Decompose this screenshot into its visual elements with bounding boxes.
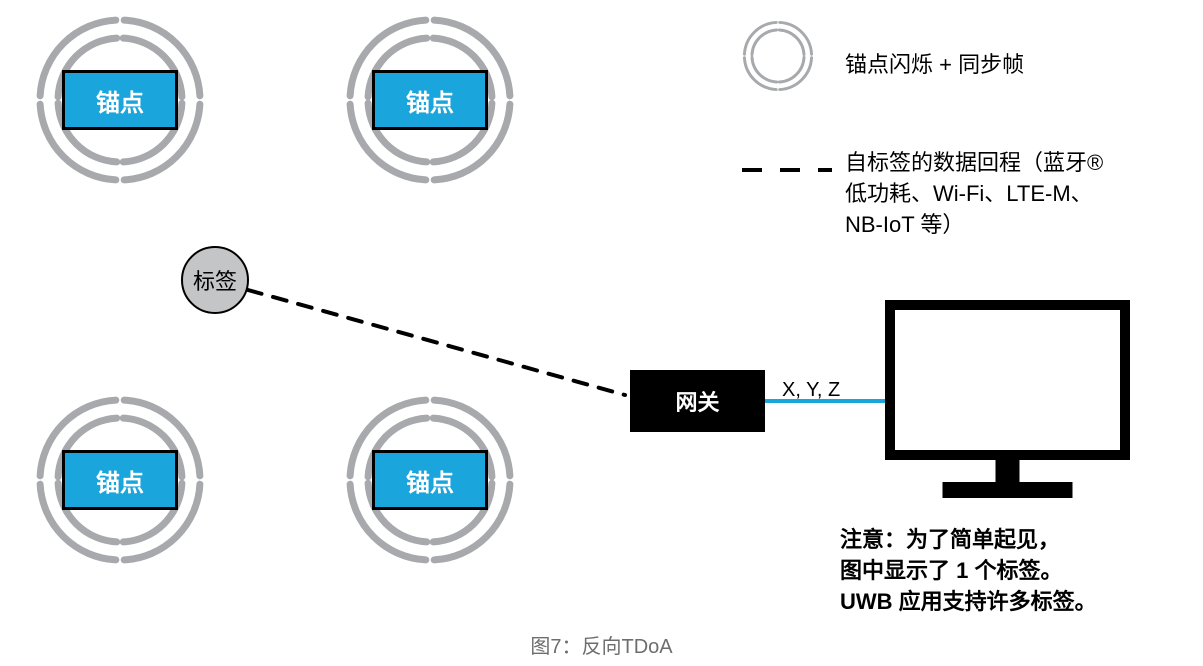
anchor-label: 锚点 (96, 83, 144, 118)
tag-to-gateway-link (248, 290, 625, 395)
computer-neck (996, 460, 1020, 482)
anchor-label: 锚点 (96, 463, 144, 498)
anchor-label: 锚点 (406, 83, 454, 118)
figure-caption: 图7：反向TDoA (0, 630, 1203, 659)
signal-arc-icon (752, 30, 777, 55)
anchor-node: 锚点 (62, 450, 178, 510)
tag-label: 标签 (193, 264, 237, 296)
legend-backhaul-text: 自标签的数据回程（蓝牙® 低功耗、Wi-Fi、LTE-M、 NB-IoT 等） (845, 148, 1103, 240)
diagram-stage: { "diagram": { "type": "network", "backg… (0, 0, 1203, 666)
anchor-node: 锚点 (372, 70, 488, 130)
computer-screen (895, 310, 1120, 450)
anchor-node: 锚点 (62, 70, 178, 130)
anchor-node: 锚点 (372, 450, 488, 510)
computer-base (943, 482, 1073, 498)
gateway-node: 网关 (630, 370, 765, 432)
gateway-label: 网关 (675, 385, 719, 417)
anchor-label: 锚点 (406, 463, 454, 498)
tag-node: 标签 (181, 246, 249, 314)
xyz-label: X, Y, Z (782, 376, 840, 404)
legend-anchor-blink-text: 锚点闪烁 + 同步帧 (845, 50, 1024, 81)
signal-arc-icon (779, 30, 804, 55)
signal-arc-icon (752, 57, 777, 82)
signal-arc-icon (779, 57, 804, 82)
note-text: 注意：为了简单起见， 图中显示了 1 个标签。 UWB 应用支持许多标签。 (840, 525, 1097, 617)
